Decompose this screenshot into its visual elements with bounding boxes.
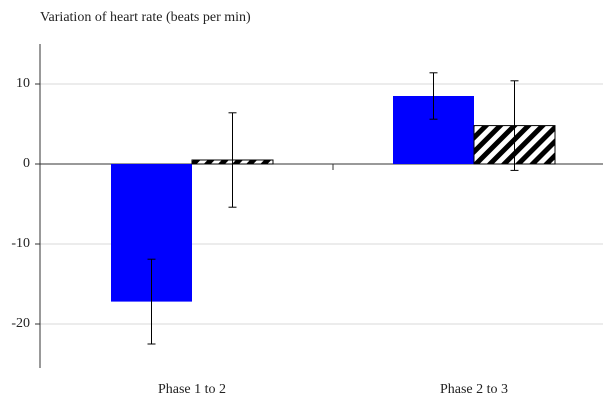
y-tick-label: 10 (16, 76, 30, 91)
x-tick-label: Phase 2 to 3 (440, 382, 508, 397)
error-bar (147, 258, 156, 345)
x-tick-label: Phase 1 to 2 (158, 382, 226, 397)
y-tick-label: 0 (23, 156, 30, 171)
y-tick-label: -20 (11, 316, 30, 331)
error-bar (228, 112, 237, 208)
error-bar (510, 80, 519, 171)
error-bar (429, 72, 438, 120)
chart-title: Variation of heart rate (beats per min) (40, 10, 251, 25)
y-tick-label: -10 (11, 236, 30, 251)
